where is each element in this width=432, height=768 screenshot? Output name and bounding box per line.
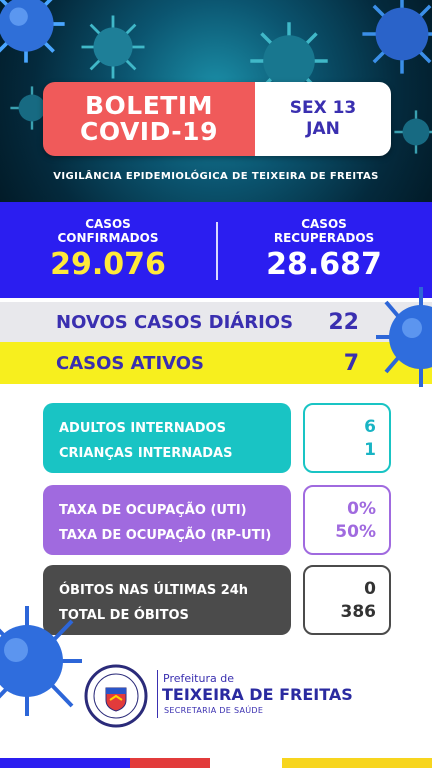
active-cases-value: 7	[343, 350, 359, 376]
city-name: TEIXEIRA DE FREITAS	[162, 685, 353, 704]
children-hospitalized-value: 1	[364, 440, 376, 460]
date-line-1: SEX 13	[289, 98, 357, 118]
title-line-2: COVID-19	[80, 117, 218, 146]
new-cases-label: NOVOS CASOS DIÁRIOS	[56, 311, 294, 333]
deaths-24h-value: 0	[364, 579, 376, 599]
virus-icon	[376, 287, 432, 387]
city-seal-logo	[84, 664, 148, 728]
children-hospitalized-label: CRIANÇAS INTERNADAS	[59, 446, 233, 461]
deaths-24h-label: ÓBITOS NAS ÚLTIMAS 24h	[59, 583, 249, 598]
recovered-value: 28.687	[266, 247, 382, 282]
recovered-cases: CASOS RECUPERADOS 28.687	[216, 217, 432, 283]
deaths-labels: ÓBITOS NAS ÚLTIMAS 24h TOTAL DE ÓBITOS	[43, 565, 291, 635]
bulletin-subtitle: VIGILÂNCIA EPIDEMIOLÓGICA DE TEIXEIRA DE…	[53, 171, 379, 182]
deaths-card: ÓBITOS NAS ÚLTIMAS 24h TOTAL DE ÓBITOS 0…	[43, 565, 391, 635]
footer-divider	[157, 670, 158, 718]
strip-blue	[0, 758, 130, 768]
occupancy-values: 0% 50%	[303, 485, 391, 555]
bulletin-date: SEX 13 JAN	[255, 82, 391, 156]
deaths-total-value: 386	[340, 602, 377, 622]
confirmed-cases: CASOS CONFIRMADOS 29.076	[0, 217, 216, 283]
secretaria-label: SECRETARIA DE SAÚDE	[164, 706, 264, 715]
active-cases-bar: CASOS ATIVOS 7	[0, 342, 432, 384]
virus-icon	[81, 15, 145, 79]
virus-icon	[0, 0, 65, 63]
occupancy-labels: TAXA DE OCUPAÇÃO (UTI) TAXA DE OCUPAÇÃO …	[43, 485, 291, 555]
virus-icon	[394, 110, 432, 154]
hospitalized-card: ADULTOS INTERNADOS CRIANÇAS INTERNADAS 6…	[43, 403, 391, 473]
bulletin-title: BOLETIM COVID-19	[43, 82, 255, 156]
cases-summary: CASOS CONFIRMADOS 29.076 CASOS RECUPERAD…	[0, 202, 432, 298]
strip-red	[130, 758, 210, 768]
uti-occupancy-value: 0%	[347, 499, 376, 519]
strip-yellow	[282, 758, 432, 768]
confirmed-label-line-2: CONFIRMADOS	[57, 231, 159, 245]
new-cases-bar: NOVOS CASOS DIÁRIOS 22	[0, 302, 432, 342]
virus-icon	[0, 606, 82, 716]
occupancy-card: TAXA DE OCUPAÇÃO (UTI) TAXA DE OCUPAÇÃO …	[43, 485, 391, 555]
rputi-occupancy-value: 50%	[335, 522, 376, 542]
confirmed-value: 29.076	[50, 247, 166, 282]
prefeitura-label: Prefeitura de	[163, 672, 234, 685]
bulletin-title-box: BOLETIM COVID-19 SEX 13 JAN	[43, 82, 391, 156]
flag-color-strip	[0, 758, 432, 768]
deaths-total-label: TOTAL DE ÓBITOS	[59, 608, 189, 623]
recovered-label-line-2: RECUPERADOS	[273, 231, 375, 245]
confirmed-label-line-1: CASOS	[85, 217, 131, 231]
adults-hospitalized-value: 6	[364, 417, 376, 437]
recovered-label-line-1: CASOS	[301, 217, 347, 231]
hospitalized-values: 6 1	[303, 403, 391, 473]
rputi-occupancy-label: TAXA DE OCUPAÇÃO (RP-UTI)	[59, 528, 272, 543]
strip-white	[210, 758, 282, 768]
title-line-1: BOLETIM	[84, 91, 214, 120]
hospitalized-labels: ADULTOS INTERNADOS CRIANÇAS INTERNADAS	[43, 403, 291, 473]
virus-icon	[362, 0, 432, 74]
deaths-values: 0 386	[303, 565, 391, 635]
date-line-2: JAN	[306, 119, 340, 139]
hero-banner: BOLETIM COVID-19 SEX 13 JAN VIGILÂNCIA E…	[0, 0, 432, 202]
stats-divider	[216, 222, 218, 280]
active-cases-label: CASOS ATIVOS	[56, 352, 205, 374]
confirmed-label: CASOS CONFIRMADOS	[0, 217, 216, 245]
recovered-label: CASOS RECUPERADOS	[216, 217, 432, 245]
new-cases-value: 22	[328, 309, 359, 335]
adults-hospitalized-label: ADULTOS INTERNADOS	[59, 421, 226, 436]
uti-occupancy-label: TAXA DE OCUPAÇÃO (UTI)	[59, 503, 247, 518]
